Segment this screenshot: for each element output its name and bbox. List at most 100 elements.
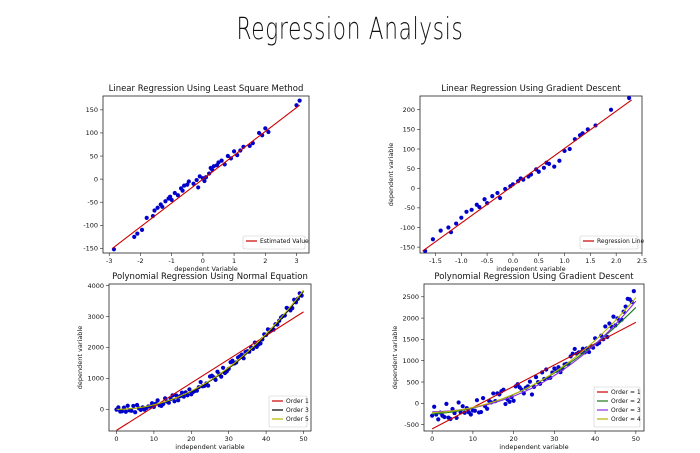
data-point xyxy=(206,383,211,388)
x-tick-label: 2 xyxy=(263,257,267,265)
chart-polynomial-normal-equation: Polynomial Regression Using Normal Equat… xyxy=(76,272,312,451)
data-point xyxy=(185,182,190,187)
x-tick-label: 1.5 xyxy=(585,257,595,265)
legend-entry: Order = 3 xyxy=(611,407,641,414)
legend-entry: Regression Line xyxy=(597,238,645,245)
y-tick-label: -100 xyxy=(83,222,98,230)
legend-entry: Order = 1 xyxy=(611,389,641,396)
data-point xyxy=(266,129,271,135)
data-point xyxy=(139,227,145,233)
x-tick-label: -3 xyxy=(106,257,112,265)
data-point xyxy=(263,126,268,131)
fit-line xyxy=(116,291,304,410)
data-point xyxy=(198,379,203,385)
data-point xyxy=(119,409,125,414)
data-point xyxy=(446,225,451,230)
y-tick-label: 2000 xyxy=(87,344,104,352)
data-point xyxy=(197,174,202,179)
y-tick-label: 3000 xyxy=(87,313,104,321)
y-tick-label: -150 xyxy=(83,245,98,253)
data-point xyxy=(179,390,185,395)
x-axis-label: dependent Variable xyxy=(174,265,238,273)
y-tick-label: 200 xyxy=(403,106,415,114)
data-point xyxy=(219,374,224,379)
y-tick-label: -50 xyxy=(404,204,415,212)
data-point xyxy=(459,215,464,220)
x-tick-label: 0 xyxy=(430,435,434,443)
data-point xyxy=(607,321,612,326)
data-point xyxy=(474,398,480,403)
data-point xyxy=(503,401,508,407)
y-tick-label: 2500 xyxy=(402,293,419,301)
data-point xyxy=(225,153,230,159)
data-point xyxy=(125,403,130,408)
x-tick-label: 0.0 xyxy=(508,257,518,265)
data-point xyxy=(567,146,572,152)
plot-area xyxy=(422,96,632,253)
data-point xyxy=(611,314,616,319)
data-point xyxy=(180,188,185,193)
y-tick-label: -150 xyxy=(400,243,415,251)
data-point xyxy=(608,107,614,112)
plot-frame xyxy=(102,95,310,254)
data-point xyxy=(432,404,437,409)
data-point xyxy=(172,399,177,404)
y-tick-label: 0 xyxy=(94,175,98,183)
chart-title: Polynomial Regression Using Gradient Des… xyxy=(434,272,634,282)
legend-entry: Order = 4 xyxy=(611,416,641,423)
x-tick-label: 10 xyxy=(469,435,477,443)
data-point xyxy=(442,414,447,420)
y-axis-label: dependent variable xyxy=(387,143,395,206)
data-point xyxy=(213,377,218,382)
page-title: Regression Analysis xyxy=(236,12,464,47)
data-point xyxy=(438,228,443,233)
data-point xyxy=(133,410,138,415)
data-point xyxy=(485,406,490,411)
chart-linear-least-squares: Linear Regression Using Least Square Met… xyxy=(83,84,310,273)
x-axis-label: independent variable xyxy=(499,443,568,451)
x-tick-label: 2.0 xyxy=(611,257,621,265)
legend-box xyxy=(579,235,639,250)
fit-line xyxy=(116,289,304,410)
data-point xyxy=(541,165,547,170)
data-point xyxy=(169,197,174,202)
y-tick-label: 100 xyxy=(403,145,415,153)
data-point xyxy=(490,193,495,199)
data-point xyxy=(144,215,149,221)
data-point xyxy=(132,234,137,239)
data-point xyxy=(482,197,487,202)
chart-polynomial-gradient-descent: Polynomial Regression Using Gradient Des… xyxy=(391,272,645,451)
y-tick-label: 150 xyxy=(403,126,415,134)
fit-line xyxy=(432,297,637,414)
chart-title: Linear Regression Using Gradient Descent xyxy=(441,84,621,94)
data-point xyxy=(168,194,173,199)
legend-entry: Estimated Value xyxy=(260,238,309,245)
data-point xyxy=(134,402,140,408)
data-point xyxy=(152,208,157,213)
y-tick-label: 4000 xyxy=(87,282,104,290)
data-point xyxy=(599,333,604,338)
x-tick-label: 30 xyxy=(550,435,558,443)
data-point xyxy=(135,231,140,236)
data-point xyxy=(129,408,134,413)
plot-area xyxy=(111,98,302,252)
plot-area xyxy=(430,289,637,430)
x-tick-label: -1.0 xyxy=(455,257,468,265)
legend-entry: Order 3 xyxy=(286,407,309,414)
data-point xyxy=(231,149,237,154)
data-point xyxy=(175,193,181,198)
data-point xyxy=(529,392,535,397)
x-tick-label: 40 xyxy=(262,435,270,443)
data-point xyxy=(536,169,541,174)
x-tick-label: 3 xyxy=(294,257,298,265)
data-point xyxy=(155,398,160,403)
y-axis-label: dependent variable xyxy=(391,326,399,389)
data-point xyxy=(194,177,199,183)
x-tick-label: 0 xyxy=(201,257,205,265)
chart-title: Linear Regression Using Least Square Met… xyxy=(109,84,304,94)
y-tick-label: 0 xyxy=(411,185,415,193)
y-tick-label: 0 xyxy=(415,400,419,408)
data-point xyxy=(430,413,435,418)
x-tick-label: 20 xyxy=(509,435,517,443)
data-point xyxy=(631,289,636,294)
